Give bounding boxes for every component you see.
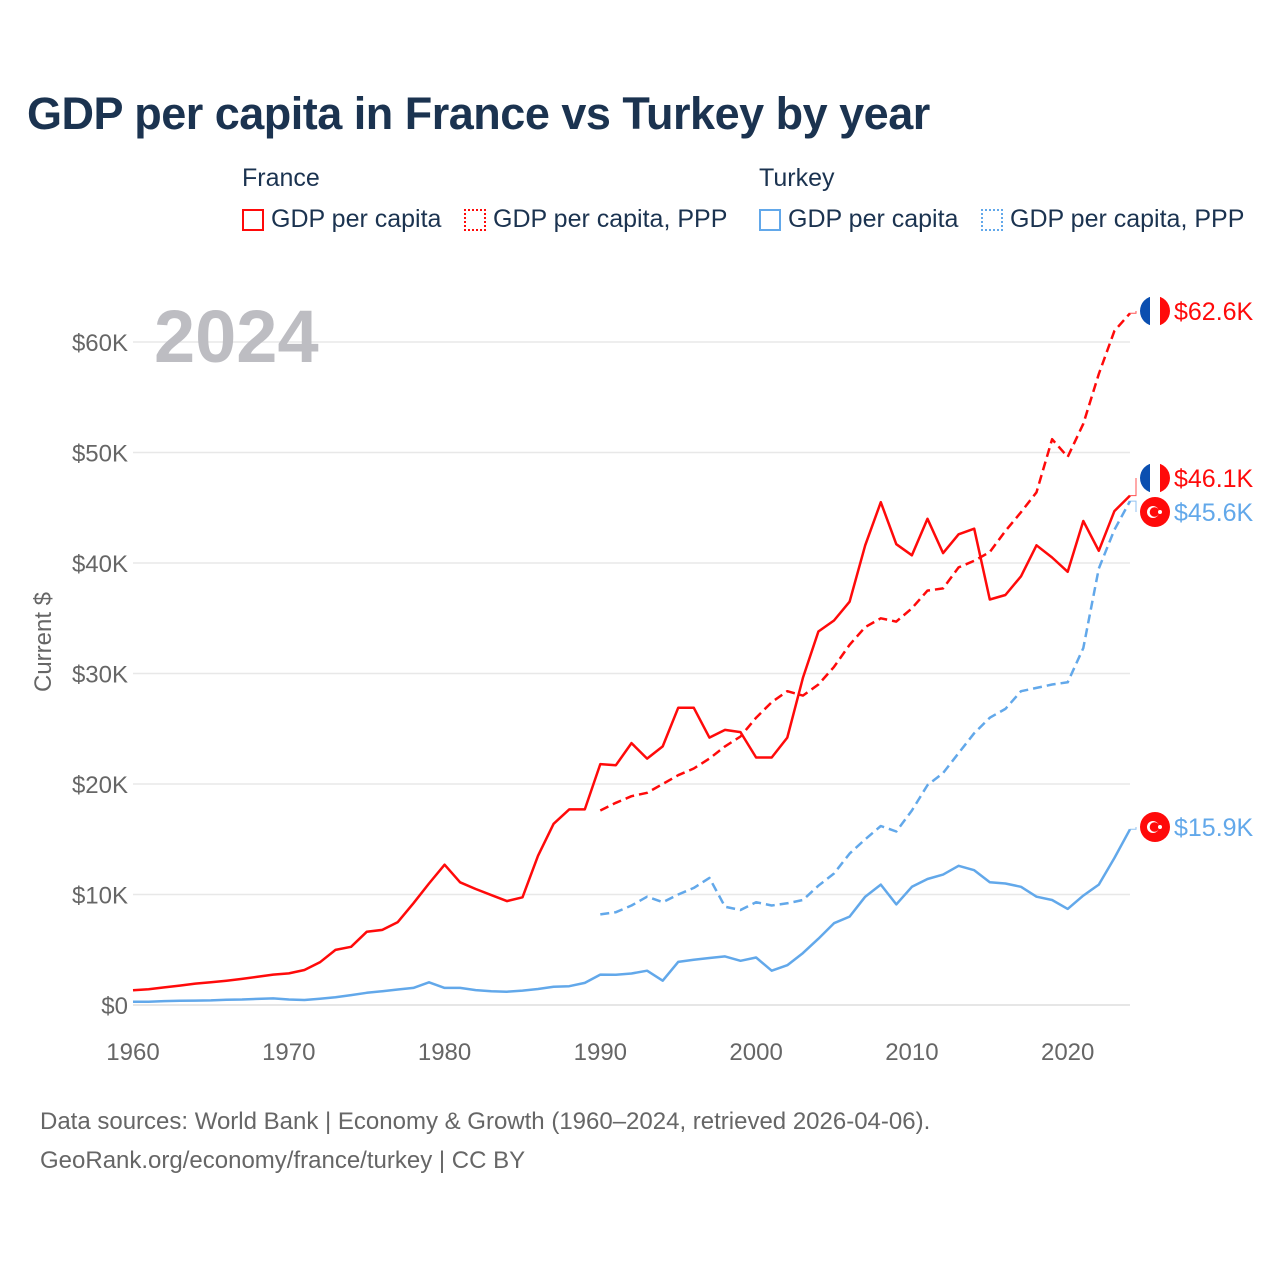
x-tick-label: 2000 bbox=[729, 1039, 782, 1066]
legend-label: GDP per capita, PPP bbox=[1010, 205, 1245, 233]
end-value-label: $45.6K bbox=[1174, 499, 1254, 527]
y-axis-label: Current $ bbox=[30, 592, 57, 692]
x-tick-label: 1990 bbox=[574, 1039, 627, 1066]
legend-group-france: France bbox=[242, 164, 320, 192]
end-value-label: $46.1K bbox=[1174, 465, 1254, 493]
legend-swatch-dotted bbox=[981, 208, 1003, 231]
france-flag-icon bbox=[1140, 463, 1170, 493]
footer-sources: Data sources: World Bank | Economy & Gro… bbox=[40, 1108, 931, 1135]
star bbox=[1158, 825, 1162, 829]
flag-stripes bbox=[1140, 296, 1170, 326]
legend-group-turkey: Turkey bbox=[759, 164, 835, 192]
flag-stripe-blue bbox=[1140, 463, 1150, 493]
legend-swatch-dotted bbox=[464, 208, 486, 231]
legend-label: GDP per capita bbox=[271, 205, 442, 233]
x-tick-label: 1970 bbox=[262, 1039, 315, 1066]
legend-turkey-gdp[interactable]: GDP per capita bbox=[759, 205, 958, 234]
flag-stripe-white bbox=[1150, 463, 1160, 493]
x-tick-label: 2020 bbox=[1041, 1039, 1094, 1066]
flag-stripe-red bbox=[1160, 296, 1170, 326]
crescent-inner bbox=[1149, 507, 1160, 517]
label-connector bbox=[1130, 478, 1137, 497]
y-tick-label: $10K bbox=[72, 883, 128, 910]
x-tick-label: 1960 bbox=[106, 1039, 159, 1066]
legend-swatch-solid bbox=[242, 208, 264, 231]
turkey-flag-icon bbox=[1140, 497, 1170, 527]
label-connector bbox=[1130, 500, 1137, 512]
series-line-france-gdp-per-capita bbox=[132, 494, 1131, 992]
star bbox=[1158, 510, 1162, 514]
legend-france-ppp[interactable]: GDP per capita, PPP bbox=[464, 205, 727, 234]
crescent-inner bbox=[1149, 822, 1160, 832]
label-connector bbox=[1130, 827, 1137, 830]
legend-turkey-ppp[interactable]: GDP per capita, PPP bbox=[981, 205, 1244, 234]
x-tick-label: 1980 bbox=[418, 1039, 471, 1066]
legend-france-gdp[interactable]: GDP per capita bbox=[242, 205, 441, 234]
series-line-turkey-gdp-per-capita-ppp bbox=[600, 500, 1132, 916]
year-label: 2024 bbox=[154, 295, 319, 378]
y-tick-label: $30K bbox=[72, 662, 128, 689]
turkey-flag-icon bbox=[1140, 812, 1170, 842]
flag-stripe-white bbox=[1150, 296, 1160, 326]
y-tick-label: $0 bbox=[101, 993, 128, 1020]
footer-credit: GeoRank.org/economy/france/turkey | CC B… bbox=[40, 1147, 526, 1174]
label-connector bbox=[1130, 311, 1137, 314]
flag-stripes bbox=[1140, 463, 1170, 493]
series-line-france-gdp-per-capita-ppp bbox=[599, 312, 1131, 812]
y-tick-label: $50K bbox=[72, 441, 128, 468]
legend-label: GDP per capita, PPP bbox=[493, 205, 728, 233]
france-flag-icon bbox=[1140, 296, 1170, 326]
series-line-turkey-gdp-per-capita bbox=[133, 828, 1132, 1003]
legend-swatch-solid bbox=[759, 208, 781, 231]
x-tick-label: 2010 bbox=[885, 1039, 938, 1066]
flag-stripe-red bbox=[1160, 463, 1170, 493]
legend-label: GDP per capita bbox=[788, 205, 959, 233]
flag-stripe-blue bbox=[1140, 296, 1150, 326]
end-value-label: $62.6K bbox=[1174, 298, 1254, 326]
chart-title: GDP per capita in France vs Turkey by ye… bbox=[27, 88, 930, 139]
y-tick-label: $20K bbox=[72, 772, 128, 799]
y-tick-label: $40K bbox=[72, 551, 128, 578]
y-tick-label: $60K bbox=[72, 330, 128, 357]
end-value-label: $15.9K bbox=[1174, 814, 1254, 842]
